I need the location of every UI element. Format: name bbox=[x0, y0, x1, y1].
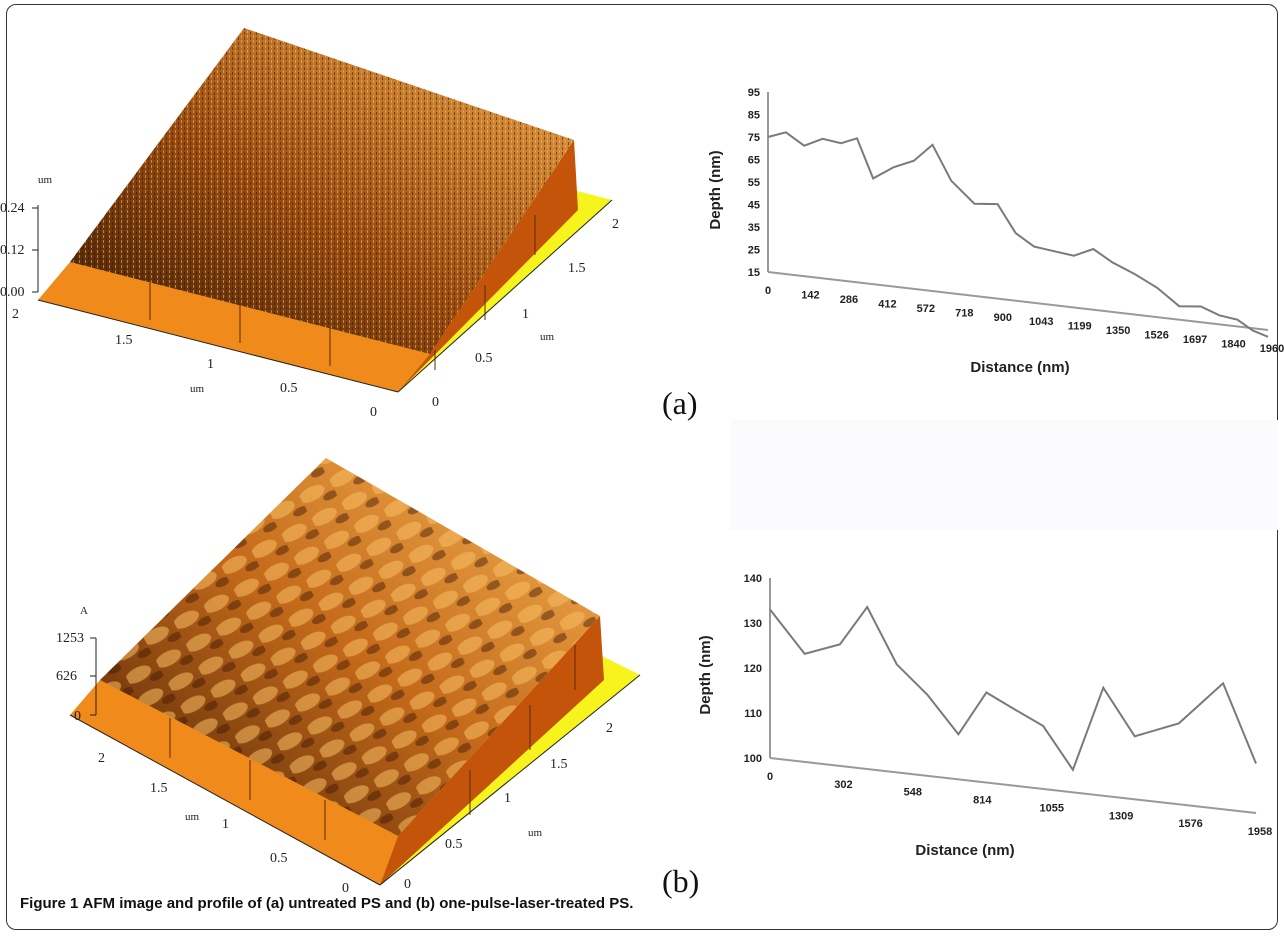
x-tick-label: 302 bbox=[834, 779, 852, 791]
x-tick-label: 0 bbox=[767, 771, 773, 783]
left-wall bbox=[38, 262, 430, 392]
y-axis-title: Depth (nm) bbox=[697, 635, 714, 714]
y-tick-label: 35 bbox=[748, 222, 760, 234]
x-tick-label: 814 bbox=[973, 795, 992, 807]
y-tick-3: 1 bbox=[504, 791, 511, 806]
y-tick-label: 15 bbox=[748, 267, 760, 279]
x-tick-label: 142 bbox=[801, 289, 819, 301]
y-tick-5: 2 bbox=[612, 217, 619, 232]
x-axis-line bbox=[769, 757, 1257, 814]
y-tick-3: 1 bbox=[522, 307, 529, 322]
y-tick-label: 25 bbox=[748, 245, 760, 257]
y-tick-4: 1.5 bbox=[568, 261, 586, 276]
y-unit-label: um bbox=[528, 827, 543, 839]
x-tick-label: 1350 bbox=[1106, 325, 1130, 337]
figure-caption: Figure 1 AFM image and profile of (a) un… bbox=[20, 895, 633, 912]
x-axis-title: Distance (nm) bbox=[970, 359, 1069, 376]
y-tick-label: 110 bbox=[744, 708, 762, 720]
y-tick-5: 2 bbox=[606, 721, 613, 736]
panel-label-b: (b) bbox=[662, 863, 699, 899]
x-tick-3: 1 bbox=[207, 357, 214, 372]
x-tick-5: 0 bbox=[370, 405, 377, 420]
z-tick-3: 0 bbox=[74, 709, 81, 724]
afm-image-b: A 1253 626 0 2 1.5 1 0.5 0 um 0 0.5 1 1.… bbox=[56, 458, 641, 896]
y-tick-4: 1.5 bbox=[550, 757, 568, 772]
y-tick-label: 120 bbox=[744, 663, 762, 675]
y-tick-1: 0 bbox=[432, 395, 439, 410]
blank-strip bbox=[730, 420, 1278, 530]
z-tick-1: 1253 bbox=[56, 631, 84, 646]
y-tick-label: 65 bbox=[748, 155, 760, 167]
x-tick-1: 2 bbox=[98, 751, 105, 766]
x-tick-label: 1958 bbox=[1248, 826, 1272, 838]
left-wall bbox=[70, 680, 398, 885]
x-axis-title: Distance (nm) bbox=[915, 842, 1014, 859]
x-tick-4: 0.5 bbox=[270, 851, 288, 866]
x-tick-label: 0 bbox=[765, 285, 771, 297]
profile-chart-a: 15 25 35 45 55 65 75 85 95 0 142 286 412 572 718 900 104… bbox=[707, 87, 1284, 376]
depth-series-line bbox=[769, 605, 1257, 772]
y-tick-1: 0 bbox=[404, 877, 411, 892]
x-tick-label: 1576 bbox=[1178, 818, 1202, 830]
z-tick-3: 0.00 bbox=[0, 285, 25, 300]
x-unit-label: um bbox=[190, 383, 205, 395]
x-tick-label: 1960 bbox=[1260, 343, 1284, 355]
x-tick-label: 548 bbox=[904, 787, 922, 799]
x-axis-line bbox=[767, 271, 1269, 331]
x-tick-label: 1309 bbox=[1109, 810, 1133, 822]
x-tick-label: 1526 bbox=[1144, 330, 1168, 342]
y-tick-label: 45 bbox=[748, 200, 760, 212]
z-unit-label: um bbox=[38, 174, 53, 186]
y-unit-label: um bbox=[540, 331, 555, 343]
z-unit-label: A bbox=[80, 605, 88, 617]
z-tick-2: 0.12 bbox=[0, 243, 25, 258]
caption-text: AFM image and profile of (a) untreated P… bbox=[82, 895, 634, 912]
x-tick-label: 1055 bbox=[1039, 802, 1063, 814]
x-tick-4: 0.5 bbox=[280, 381, 298, 396]
x-tick-1: 2 bbox=[12, 307, 19, 322]
y-tick-2: 0.5 bbox=[445, 837, 463, 852]
x-tick-2: 1.5 bbox=[150, 781, 168, 796]
right-wall bbox=[380, 616, 604, 885]
x-tick-5: 0 bbox=[342, 881, 349, 896]
x-tick-label: 718 bbox=[955, 307, 973, 319]
y-tick-label: 85 bbox=[748, 110, 760, 122]
x-tick-label: 900 bbox=[994, 312, 1012, 324]
x-tick-label: 1840 bbox=[1221, 339, 1245, 351]
panel-label-a: (a) bbox=[662, 385, 698, 421]
x-tick-label: 1697 bbox=[1183, 334, 1207, 346]
y-tick-2: 0.5 bbox=[475, 351, 493, 366]
depth-series-line bbox=[767, 131, 1269, 338]
x-tick-label: 572 bbox=[917, 303, 935, 315]
afm-image-a: um 0.24 0.12 0.00 2 1.5 1 0.5 0 um 0 0.5… bbox=[0, 28, 619, 420]
x-tick-label: 1199 bbox=[1068, 321, 1092, 333]
z-tick-2: 626 bbox=[56, 669, 77, 684]
x-tick-2: 1.5 bbox=[115, 333, 133, 348]
y-tick-label: 75 bbox=[748, 132, 760, 144]
x-tick-label: 1043 bbox=[1029, 316, 1053, 328]
right-wall bbox=[398, 140, 578, 392]
y-tick-label: 140 bbox=[744, 573, 762, 585]
y-axis-title: Depth (nm) bbox=[707, 150, 724, 229]
x-tick-label: 412 bbox=[878, 298, 896, 310]
z-tick-1: 0.24 bbox=[0, 201, 25, 216]
x-tick-label: 286 bbox=[840, 294, 858, 306]
x-unit-label: um bbox=[185, 811, 200, 823]
y-tick-label: 95 bbox=[748, 87, 760, 99]
x-tick-3: 1 bbox=[222, 817, 229, 832]
y-tick-label: 55 bbox=[748, 177, 760, 189]
y-tick-label: 130 bbox=[744, 618, 762, 630]
profile-chart-b: 100 110 120 130 140 0 302 548 814 1055 1309 1576 195… bbox=[697, 573, 1272, 859]
caption-label: Figure 1 bbox=[20, 895, 79, 912]
y-tick-label: 100 bbox=[744, 753, 762, 765]
